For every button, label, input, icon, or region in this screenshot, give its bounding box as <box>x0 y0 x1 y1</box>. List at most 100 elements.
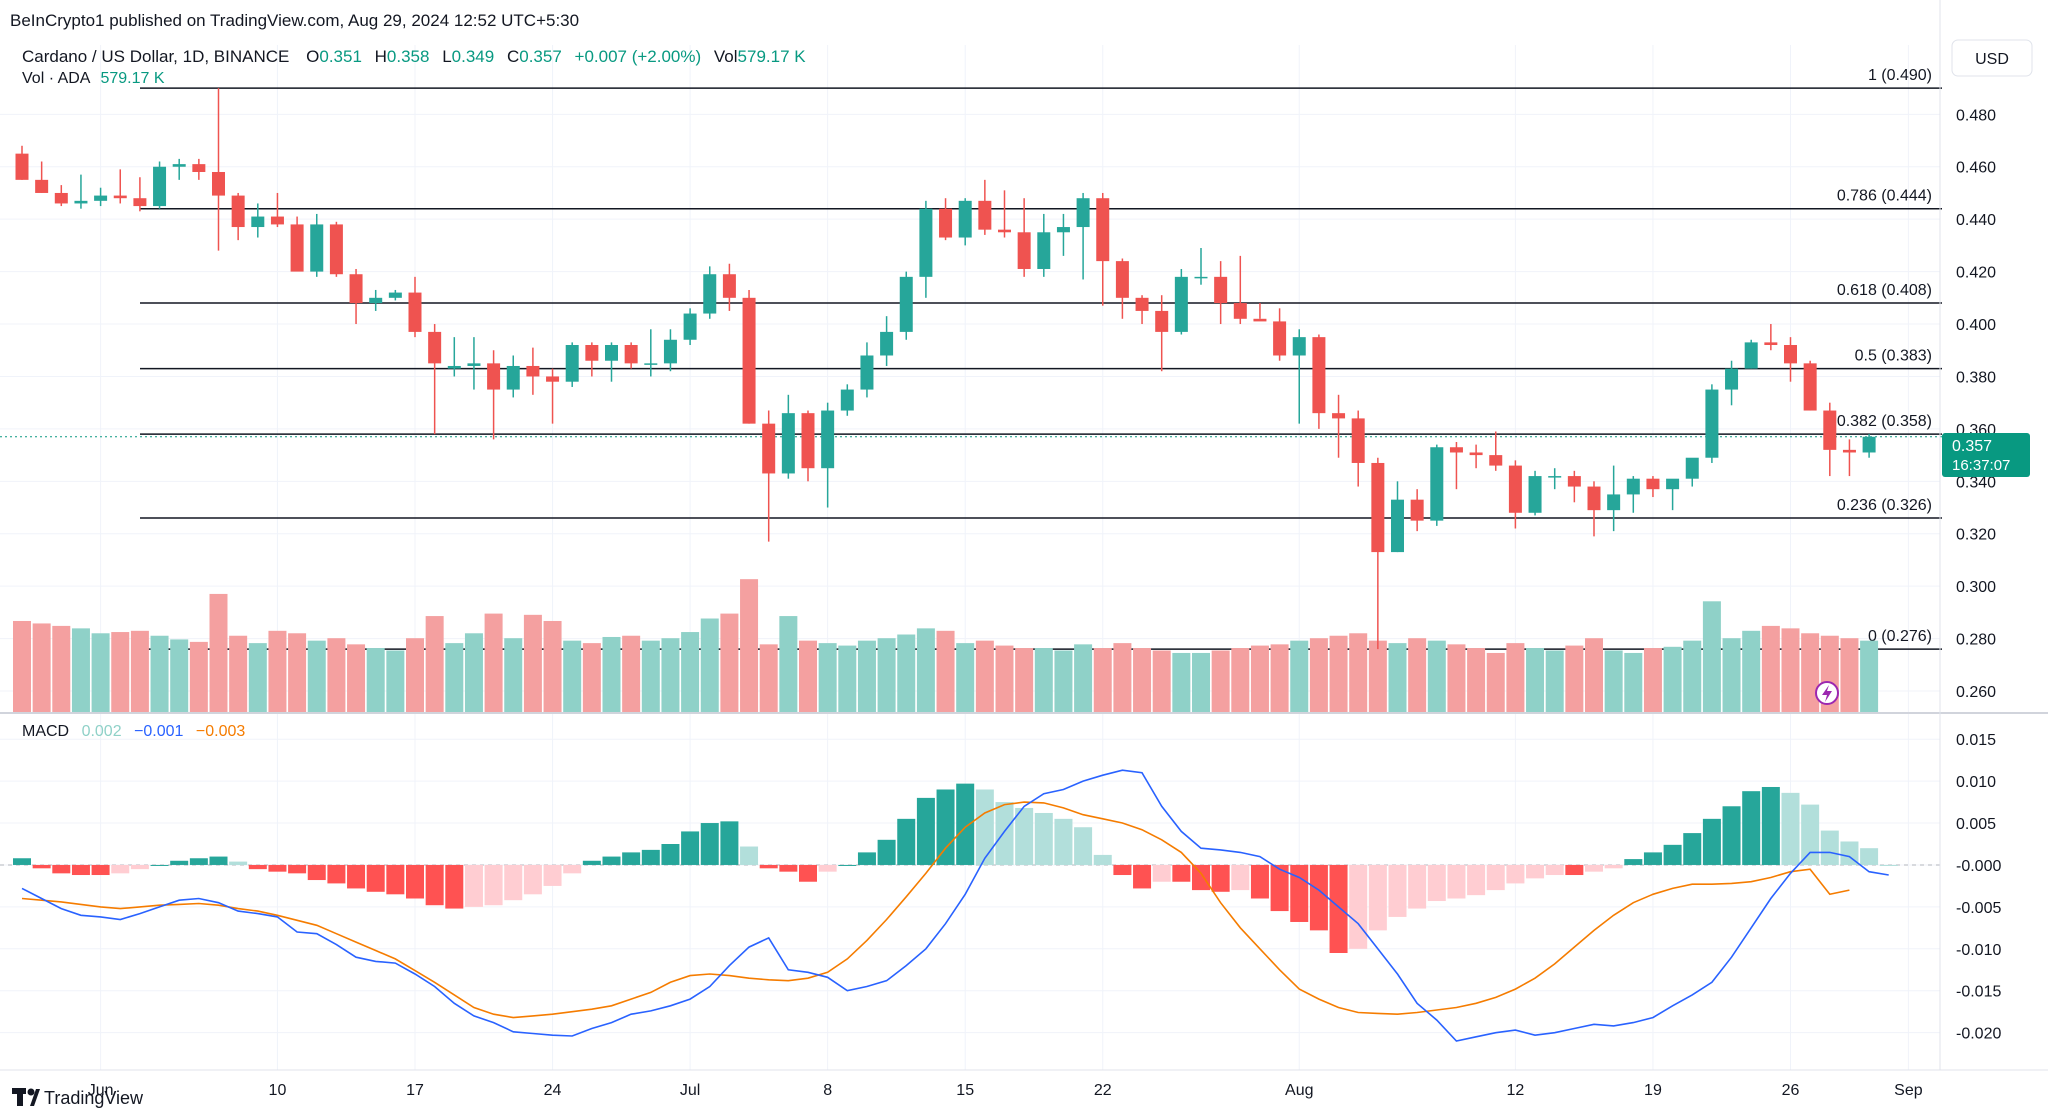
macd-tick-label: -0.020 <box>1956 1026 2001 1043</box>
volume-bar <box>602 636 621 712</box>
price-tick-label: 0.440 <box>1956 212 1996 229</box>
volume-bar <box>523 614 542 712</box>
candle-body <box>1371 462 1385 553</box>
volume-bar <box>543 620 562 712</box>
candle-body <box>1646 478 1660 490</box>
candle-body <box>624 345 638 364</box>
low-value: 0.349 <box>452 47 495 66</box>
last-price-label: 0.357 16:37:07 <box>1942 433 2030 477</box>
tradingview-logo[interactable]: TradingView <box>12 1088 144 1108</box>
candle-body <box>1489 455 1503 466</box>
volume-bar <box>1643 648 1662 712</box>
volume-bar <box>1329 635 1348 712</box>
macd-histogram-bar <box>897 818 916 865</box>
volume-bar <box>1604 650 1623 712</box>
macd-axis[interactable]: 0.015 0.010 0.005 -0.000 -0.005 -0.010 -0.015 -… <box>1956 732 2001 1042</box>
macd-legend[interactable]: MACD 0.002 −0.001 −0.003 <box>22 723 245 740</box>
fib-level-label: 0.786 (0.444) <box>1837 188 1932 205</box>
volume-legend[interactable]: Vol · ADA 579.17 K <box>22 70 165 87</box>
macd-histogram-bar <box>91 864 110 876</box>
macd-histogram-bar <box>1722 806 1741 865</box>
volume-bar <box>622 635 641 712</box>
candle-body <box>1115 261 1129 298</box>
macd-histogram-bar <box>347 864 366 889</box>
macd-histogram-bar <box>52 864 71 874</box>
macd-histogram-bar <box>1074 827 1093 865</box>
candle-body <box>153 166 167 207</box>
macd-histogram-bar <box>366 864 385 892</box>
macd-histogram-bar <box>1663 844 1682 865</box>
fib-level-label: 0.236 (0.326) <box>1837 497 1932 514</box>
macd-histogram-bar <box>1388 864 1407 917</box>
price-tick-label: 0.300 <box>1956 579 1996 596</box>
macd-histogram-bar <box>857 852 876 865</box>
symbol-title[interactable]: Cardano / US Dollar, 1D, BINANCE O0.351 … <box>22 47 806 66</box>
candle-body <box>1096 198 1110 262</box>
lightning-icon[interactable] <box>1815 681 1839 705</box>
candle-body <box>54 192 68 204</box>
volume-bar <box>1290 640 1309 712</box>
macd-histogram-bar <box>1211 864 1230 892</box>
volume-bar <box>52 625 71 712</box>
macd-tick-label: 0.005 <box>1956 816 1996 833</box>
macd-histogram-bar <box>1133 864 1152 889</box>
volume-bar <box>1192 652 1210 712</box>
candle-body <box>1803 363 1817 411</box>
macd-histogram-bar <box>975 789 994 865</box>
volume-bar <box>464 633 483 712</box>
volume-bar <box>700 618 719 712</box>
macd-histogram-bar <box>1034 812 1053 865</box>
currency-button-label[interactable]: USD <box>1975 51 2009 68</box>
macd-histogram-bar <box>445 864 464 909</box>
volume-bar <box>1231 648 1250 712</box>
macd-histogram-bar <box>1113 864 1132 876</box>
candle-body <box>1764 342 1778 346</box>
macd-tick-label: -0.015 <box>1956 984 2001 1001</box>
macd-histogram-bar <box>504 864 523 901</box>
candle-body <box>939 208 953 238</box>
candle-body <box>1548 476 1562 478</box>
candle-body <box>428 331 442 364</box>
volume-bar <box>681 632 700 712</box>
volume-bars <box>13 579 1879 712</box>
candle-body <box>919 208 933 277</box>
macd-histogram-bar <box>1781 792 1800 865</box>
time-tick-label: 22 <box>1094 1082 1112 1099</box>
time-tick-label: 15 <box>956 1082 974 1099</box>
macd-histogram-bar <box>956 783 975 865</box>
candle-body <box>15 153 29 180</box>
candle-body <box>978 200 992 230</box>
candle-body <box>722 274 736 298</box>
volume-legend-label: Vol · ADA <box>22 70 91 87</box>
time-tick-label: 8 <box>823 1082 832 1099</box>
macd-histogram-bar <box>1231 864 1250 891</box>
candle-body <box>1017 232 1031 269</box>
candle-body <box>1823 410 1837 450</box>
macd-histogram-bar <box>877 839 896 865</box>
macd-histogram-bar <box>543 864 562 886</box>
macd-histogram-bar <box>523 864 542 895</box>
volume-bar <box>386 650 405 712</box>
volume-bar <box>1133 648 1152 712</box>
volume-bar <box>1349 633 1368 712</box>
candle-body <box>781 413 795 474</box>
volume-bar <box>799 640 817 712</box>
candle-body <box>899 276 913 332</box>
candle-body <box>447 365 461 369</box>
macd-histogram-bar <box>1683 833 1702 865</box>
volume-bar <box>288 633 307 712</box>
macd-histogram-bar <box>1172 864 1191 882</box>
macd-histogram-bar <box>1486 864 1505 891</box>
currency-button[interactable] <box>1951 39 2033 77</box>
macd-histogram-bar <box>170 860 189 865</box>
candle-body <box>683 313 697 340</box>
volume-bar <box>1526 648 1545 712</box>
candle-body <box>133 198 147 207</box>
macd-histogram-bar <box>622 852 641 865</box>
macd-histogram-bar <box>1467 864 1486 896</box>
volume-bar <box>1093 648 1112 712</box>
candle-body <box>958 200 972 238</box>
macd-histogram-bar <box>150 864 169 866</box>
time-axis[interactable]: Jun 10 17 24 Jul 8 15 22 Aug 12 19 26 Sep <box>88 1082 1923 1099</box>
